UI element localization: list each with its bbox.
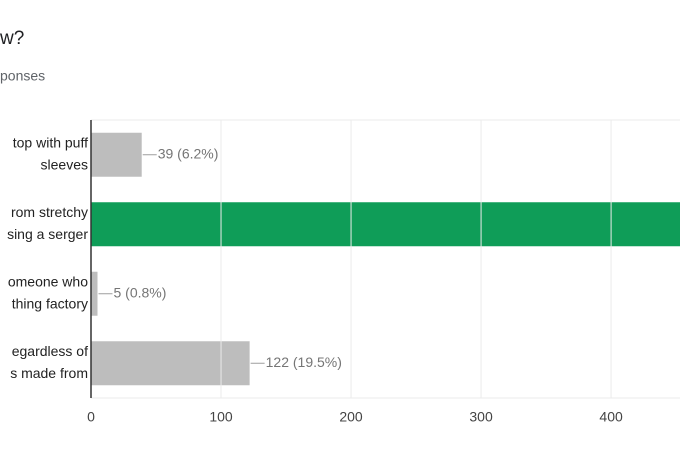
data-label: 39 (6.2%) <box>158 145 219 161</box>
y-tick-label: top with puff <box>13 134 88 150</box>
x-tick-label: 400 <box>599 409 623 425</box>
bar <box>91 202 680 247</box>
question-title: w? <box>0 28 24 49</box>
x-tick-label: 300 <box>469 409 493 425</box>
y-tick-label: rom stretchy <box>11 204 88 220</box>
bar <box>91 341 250 386</box>
response-count: ponses <box>0 68 45 84</box>
x-tick-label: 200 <box>339 409 363 425</box>
y-tick-label: sleeves <box>41 156 88 172</box>
bar <box>91 132 142 177</box>
data-label: 5 (0.8%) <box>114 284 167 300</box>
y-tick-label: s made from <box>10 365 88 381</box>
bar <box>91 271 98 316</box>
data-label: 122 (19.5%) <box>266 354 342 370</box>
x-tick-label: 0 <box>87 409 95 425</box>
plot-area <box>91 132 680 386</box>
y-tick-label: thing factory <box>12 295 88 311</box>
y-tick-label: egardless of <box>12 343 88 359</box>
y-tick-label: sing a serger <box>7 226 88 242</box>
y-tick-label: omeone who <box>8 273 88 289</box>
x-tick-label: 100 <box>209 409 233 425</box>
